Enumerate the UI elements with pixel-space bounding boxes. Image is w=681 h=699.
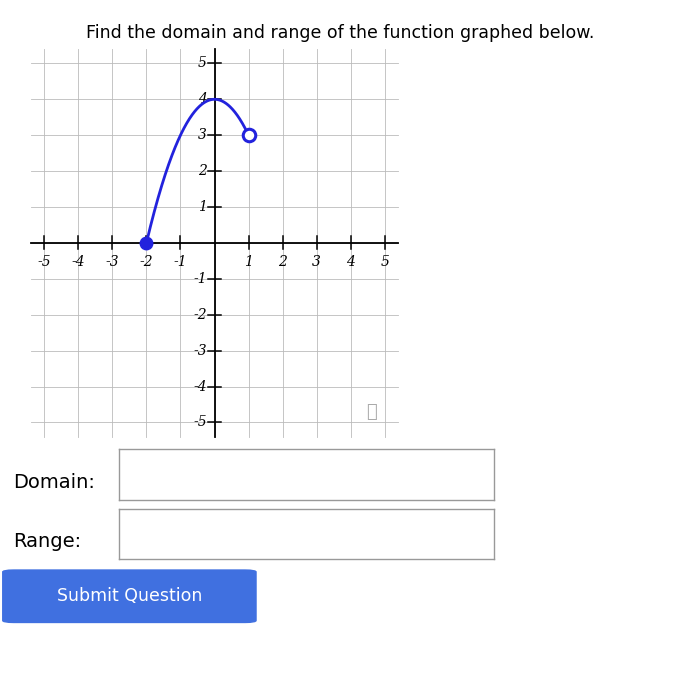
Text: -2: -2: [193, 308, 207, 322]
Text: Range:: Range:: [14, 532, 82, 552]
Text: Submit Question: Submit Question: [57, 587, 202, 605]
Text: 3: 3: [198, 128, 207, 142]
Text: 2: 2: [198, 164, 207, 178]
Text: Domain:: Domain:: [14, 473, 95, 492]
Text: -4: -4: [193, 380, 207, 394]
Text: 3: 3: [312, 255, 321, 270]
Text: 4: 4: [198, 92, 207, 106]
Text: -1: -1: [174, 255, 187, 270]
Text: 1: 1: [244, 255, 253, 270]
Text: -5: -5: [193, 415, 207, 429]
Text: 5: 5: [380, 255, 390, 270]
Text: -3: -3: [106, 255, 119, 270]
Text: 5: 5: [198, 57, 207, 71]
Text: ⌕: ⌕: [366, 403, 377, 421]
Text: -2: -2: [140, 255, 153, 270]
FancyBboxPatch shape: [2, 569, 257, 624]
Text: 4: 4: [346, 255, 355, 270]
Text: -3: -3: [193, 344, 207, 358]
Text: 1: 1: [198, 200, 207, 214]
Text: -5: -5: [37, 255, 51, 270]
Text: 2: 2: [278, 255, 287, 270]
Text: -4: -4: [72, 255, 85, 270]
Text: Find the domain and range of the function graphed below.: Find the domain and range of the functio…: [86, 24, 595, 43]
Text: -1: -1: [193, 272, 207, 286]
